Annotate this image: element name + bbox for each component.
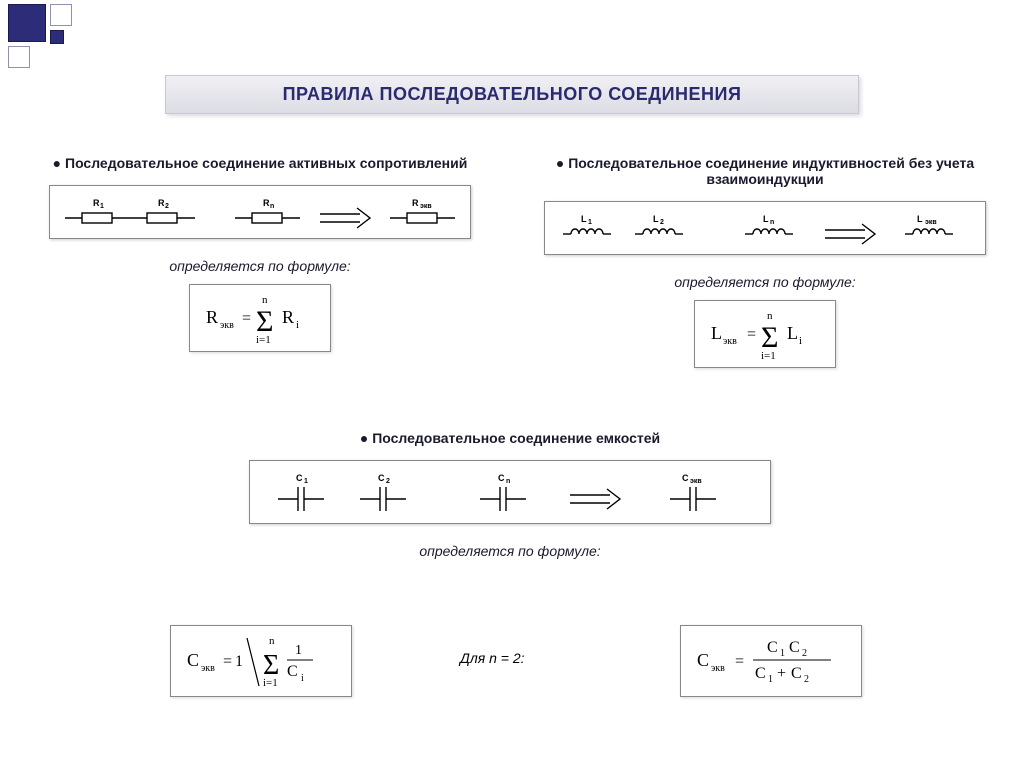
page-title: ПРАВИЛА ПОСЛЕДОВАТЕЛЬНОГО СОЕДИНЕНИЯ [165, 75, 859, 114]
svg-text:R: R [206, 307, 218, 327]
section-capacitors: Последовательное соединение емкостей C1 … [240, 430, 780, 569]
resistors-title: Последовательное соединение активных соп… [40, 155, 480, 171]
svg-text:L: L [711, 323, 722, 343]
capacitors-determined: определяется по формуле: [240, 543, 780, 559]
svg-text:2: 2 [165, 203, 169, 210]
inductors-formula: L экв = Σ n i=1 L i [694, 300, 836, 368]
svg-text:C: C [187, 650, 199, 670]
svg-text:n: n [270, 203, 274, 210]
svg-text:i=1: i=1 [256, 334, 271, 345]
svg-text:C: C [296, 473, 303, 483]
svg-text:экв: экв [711, 663, 725, 674]
svg-text:R: R [263, 198, 270, 208]
capacitors-formula-n2: C экв = C1 C2 C1 + C2 [680, 625, 862, 702]
svg-text:экв: экв [723, 336, 737, 347]
svg-text:1: 1 [780, 648, 785, 659]
svg-text:L: L [763, 214, 769, 224]
svg-text:=: = [747, 326, 756, 343]
inductors-title: Последовательное соединение индуктивност… [540, 155, 990, 187]
svg-text:C: C [767, 639, 778, 656]
svg-text:2: 2 [386, 478, 390, 485]
svg-text:n: n [269, 635, 275, 647]
svg-text:i: i [301, 673, 304, 684]
capacitors-formula-general: C экв = 1 Σ n i=1 1 C i [170, 625, 352, 702]
svg-text:L: L [917, 214, 923, 224]
svg-text:экв: экв [420, 203, 432, 210]
svg-text:экв: экв [201, 663, 215, 674]
svg-text:n: n [767, 310, 773, 322]
svg-text:L: L [787, 323, 798, 343]
svg-text:C: C [789, 639, 800, 656]
svg-text:C: C [498, 473, 505, 483]
svg-text:R: R [93, 198, 100, 208]
svg-text:C: C [682, 473, 689, 483]
for-n-label: Для n = 2: [460, 650, 525, 666]
section-resistors: Последовательное соединение активных соп… [40, 155, 480, 357]
svg-text:n: n [506, 478, 510, 485]
svg-text:i=1: i=1 [263, 677, 278, 689]
svg-text:i: i [296, 319, 299, 331]
svg-text:=: = [242, 310, 251, 327]
svg-text:1: 1 [304, 478, 308, 485]
svg-text:C: C [697, 650, 709, 670]
svg-text:n: n [262, 294, 268, 306]
inductors-determined: определяется по формуле: [540, 274, 990, 290]
inductors-diagram: L1 L2 Ln Lэкв [544, 201, 986, 255]
svg-text:L: L [653, 214, 659, 224]
svg-text:=: = [223, 653, 232, 670]
svg-text:экв: экв [925, 219, 937, 226]
svg-text:C: C [791, 665, 802, 682]
svg-text:экв: экв [220, 320, 234, 331]
svg-text:R: R [282, 307, 294, 327]
resistors-diagram: R1 R2 Rn Rэкв [49, 185, 471, 239]
svg-text:L: L [581, 214, 587, 224]
svg-text:i=1: i=1 [761, 350, 776, 361]
svg-text:+: + [777, 665, 786, 682]
resistors-formula: R экв = Σ n i=1 R i [189, 284, 331, 352]
svg-text:2: 2 [802, 648, 807, 659]
svg-text:C: C [755, 665, 766, 682]
svg-text:C: C [287, 663, 298, 680]
svg-text:2: 2 [660, 219, 664, 226]
capacitors-title: Последовательное соединение емкостей [240, 430, 780, 446]
svg-text:экв: экв [690, 478, 702, 485]
svg-text:1: 1 [768, 674, 773, 685]
svg-text:1: 1 [235, 653, 243, 670]
section-inductors: Последовательное соединение индуктивност… [540, 155, 990, 373]
resistors-determined: определяется по формуле: [40, 258, 480, 274]
svg-text:R: R [412, 198, 419, 208]
svg-text:R: R [158, 198, 165, 208]
svg-text:2: 2 [804, 674, 809, 685]
svg-text:1: 1 [100, 203, 104, 210]
svg-text:1: 1 [295, 643, 302, 658]
svg-text:i: i [799, 335, 802, 347]
svg-text:C: C [378, 473, 385, 483]
capacitors-diagram: C1 C2 Cn Cэкв [249, 460, 771, 524]
svg-text:=: = [735, 653, 744, 670]
svg-text:n: n [770, 219, 774, 226]
svg-text:1: 1 [588, 219, 592, 226]
